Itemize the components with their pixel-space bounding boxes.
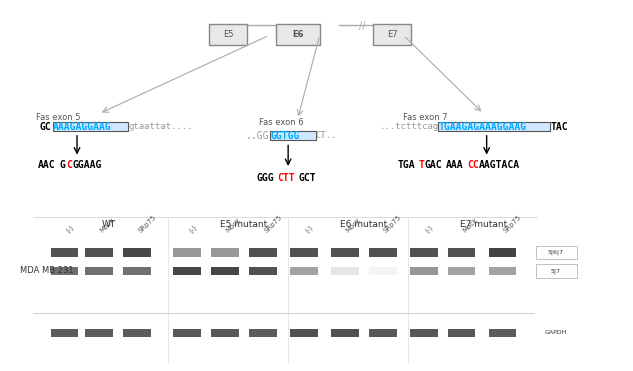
Bar	[536, 264, 577, 278]
Text: SRp75: SRp75	[503, 214, 522, 234]
Text: GGG: GGG	[256, 173, 274, 183]
Bar	[448, 329, 475, 337]
Bar	[290, 329, 318, 337]
Bar	[369, 249, 396, 257]
Bar	[211, 267, 239, 275]
Bar	[536, 246, 577, 259]
Text: E5: E5	[223, 30, 234, 39]
Bar	[489, 249, 517, 257]
Text: E5 mutant: E5 mutant	[220, 220, 268, 230]
Text: //: //	[359, 21, 365, 31]
Text: CC: CC	[467, 160, 479, 170]
Text: Fas exon 5: Fas exon 5	[36, 113, 80, 122]
Text: TAC: TAC	[550, 122, 568, 132]
Bar	[123, 249, 151, 257]
Text: ..GG: ..GG	[246, 131, 270, 141]
Bar	[290, 267, 318, 275]
Text: Mock: Mock	[99, 217, 116, 234]
Text: (-): (-)	[65, 224, 75, 234]
Bar	[173, 267, 201, 275]
Text: AAGTACA: AAGTACA	[479, 160, 520, 170]
Text: (-): (-)	[423, 224, 434, 234]
Bar	[373, 24, 411, 45]
Bar	[85, 249, 113, 257]
Text: T: T	[418, 160, 425, 170]
Bar	[410, 267, 437, 275]
Text: Mock: Mock	[345, 217, 362, 234]
Text: Fas exon 7: Fas exon 7	[403, 113, 448, 122]
Bar	[249, 267, 277, 275]
Bar	[211, 329, 239, 337]
Text: GGAAG: GGAAG	[73, 160, 102, 170]
Bar	[249, 249, 277, 257]
Bar	[448, 249, 475, 257]
Bar	[53, 122, 128, 131]
Bar	[211, 249, 239, 257]
Bar	[331, 267, 359, 275]
Text: E6 mutant: E6 mutant	[340, 220, 387, 230]
Bar	[275, 24, 320, 45]
Bar	[123, 267, 151, 275]
Text: gtaattat....: gtaattat....	[128, 122, 193, 131]
Text: GC: GC	[39, 122, 51, 132]
Text: Mock: Mock	[225, 217, 242, 234]
Bar	[173, 249, 201, 257]
Bar	[489, 267, 517, 275]
Bar	[270, 131, 316, 140]
Text: MDA MB 231: MDA MB 231	[20, 266, 74, 275]
Bar	[51, 267, 78, 275]
Text: TGA: TGA	[397, 160, 415, 170]
Bar	[369, 267, 396, 275]
Text: ...tctttcag: ...tctttcag	[380, 122, 439, 131]
Text: AAC: AAC	[38, 160, 56, 170]
Text: 5|7: 5|7	[551, 268, 561, 274]
Text: GCT: GCT	[298, 173, 316, 183]
Bar	[173, 329, 201, 337]
Text: SRp75: SRp75	[383, 214, 403, 234]
Bar	[123, 329, 151, 337]
Text: GAC: GAC	[424, 160, 442, 170]
Text: SRp75: SRp75	[137, 214, 157, 234]
Text: C: C	[66, 160, 72, 170]
Bar	[85, 267, 113, 275]
Text: AAAGAGGAAG: AAAGAGGAAG	[53, 122, 112, 132]
Text: G: G	[60, 160, 66, 170]
Bar	[290, 249, 318, 257]
Bar	[410, 329, 437, 337]
Text: 5|6|7: 5|6|7	[548, 250, 564, 255]
Text: GAPDH: GAPDH	[545, 330, 567, 335]
Text: TGAAGAGAAAGGAAG: TGAAGAGAAAGGAAG	[438, 122, 526, 132]
Text: Mock: Mock	[461, 217, 479, 234]
Text: CTT: CTT	[277, 173, 295, 183]
Text: CT..: CT..	[316, 131, 337, 140]
Bar	[331, 249, 359, 257]
Bar	[369, 329, 396, 337]
Bar	[51, 329, 78, 337]
Text: AAA: AAA	[446, 160, 464, 170]
Bar	[210, 24, 247, 45]
Text: SRp75: SRp75	[263, 214, 283, 234]
Bar	[331, 329, 359, 337]
Text: WT: WT	[101, 220, 116, 230]
Text: Fas exon 6: Fas exon 6	[258, 118, 303, 127]
Bar	[51, 249, 78, 257]
Text: E7 mutant: E7 mutant	[460, 220, 507, 230]
Bar	[438, 122, 550, 131]
Bar	[85, 329, 113, 337]
Text: (-): (-)	[187, 224, 197, 234]
Bar	[410, 249, 437, 257]
Bar	[249, 329, 277, 337]
Bar	[448, 267, 475, 275]
Text: (-): (-)	[304, 224, 314, 234]
Text: GGTGG: GGTGG	[270, 131, 300, 141]
Text: E6: E6	[292, 30, 303, 39]
Bar	[489, 329, 517, 337]
Text: E7: E7	[387, 30, 398, 39]
